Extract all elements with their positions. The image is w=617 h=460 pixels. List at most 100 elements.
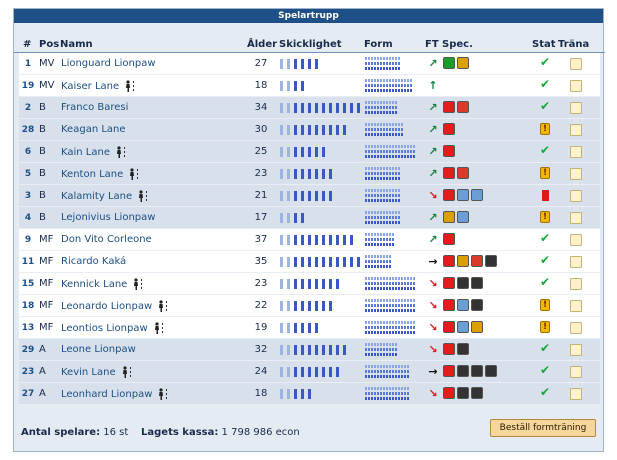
player-name-link[interactable]: Kalamity Lane [61,191,133,202]
player-position: MF [39,278,54,289]
status-indicator: ! [535,166,555,182]
skill-segment [308,345,311,355]
skill-segment [343,213,346,223]
player-position: B [39,168,46,179]
skill-segment [315,345,318,355]
skill-segment [280,147,283,157]
specialty-icon [443,145,455,157]
player-name-cell[interactable]: Kain Lane [61,146,211,158]
player-age: 22 [254,300,268,311]
player-name-cell[interactable]: Franco Baresi [61,102,211,114]
train-checkbox[interactable] [570,190,582,202]
train-checkbox[interactable] [570,300,582,312]
skill-segment [343,257,346,267]
skill-segment [280,389,283,399]
player-name-cell[interactable]: Ricardo Kaká [61,256,211,268]
skill-segment [336,147,339,157]
skill-segment [287,345,290,355]
player-name-cell[interactable]: Kaiser Lane [61,80,211,92]
skill-segment [336,103,339,113]
train-checkbox[interactable] [570,146,582,158]
player-name-cell[interactable]: Leone Lionpaw [61,344,211,356]
train-checkbox[interactable] [570,58,582,70]
specialty-icon [443,167,455,179]
player-name-link[interactable]: Ricardo Kaká [61,256,127,267]
train-checkbox[interactable] [570,388,582,400]
skill-segment [308,367,311,377]
status-indicator: ✔ [535,386,555,402]
skill-segment [294,389,297,399]
player-name-link[interactable]: Lionguard Lionpaw [61,58,156,69]
train-checkbox[interactable] [570,124,582,136]
skill-segment [343,81,346,91]
skill-segment [287,279,290,289]
skill-segment [287,257,290,267]
form-trend-icon: ↗ [428,57,438,70]
player-name-link[interactable]: Leonardo Lionpaw [61,301,153,312]
skill-segment [357,345,360,355]
specialty-icon [443,365,455,377]
player-number: 15 [21,279,35,289]
skill-segment [287,323,290,333]
player-name-cell[interactable]: Keagan Lane [61,124,211,136]
skill-segment [315,103,318,113]
skill-segment [280,301,283,311]
skill-segment [343,103,346,113]
skill-segment [322,191,325,201]
skill-segment [315,213,318,223]
train-checkbox[interactable] [570,344,582,356]
skill-segment [336,235,339,245]
player-name-link[interactable]: Lejonivius Lionpaw [61,212,156,223]
player-name-link[interactable]: Don Vito Corleone [61,234,152,245]
player-name-link[interactable]: Leontios Lionpaw [61,323,148,334]
train-checkbox[interactable] [570,102,582,114]
player-name-cell[interactable]: Lionguard Lionpaw [61,58,211,70]
table-row: 11 MF Ricardo Kaká 35 → ✔ [19,251,600,273]
player-name-link[interactable]: Keagan Lane [61,124,126,135]
player-name-cell[interactable]: Kalamity Lane [61,190,211,202]
table-header: # Pos Namn Ålder Skicklighet Form FT Spe… [14,37,605,53]
skill-segment [294,301,297,311]
player-name-cell[interactable]: Kennick Lane [61,278,211,290]
player-name-link[interactable]: Kain Lane [61,147,110,158]
player-name-link[interactable]: Kennick Lane [61,279,128,290]
player-name-cell[interactable]: Leontios Lionpaw [61,322,211,334]
skill-segment [329,389,332,399]
player-name-cell[interactable]: Don Vito Corleone [61,234,211,246]
player-name-link[interactable]: Leonhard Lionpaw [61,389,153,400]
skill-segment [280,323,283,333]
skill-segment [301,103,304,113]
train-checkbox[interactable] [570,366,582,378]
train-checkbox[interactable] [570,168,582,180]
player-name-cell[interactable]: Kenton Lane [61,168,211,180]
train-checkbox[interactable] [570,278,582,290]
train-checkbox[interactable] [570,212,582,224]
player-number: 29 [21,345,35,355]
player-name-cell[interactable]: Lejonivius Lionpaw [61,212,211,224]
train-checkbox[interactable] [570,80,582,92]
player-name-link[interactable]: Kevin Lane [61,367,116,378]
specialty-icon [457,57,469,69]
player-name-cell[interactable]: Leonardo Lionpaw [61,300,211,312]
status-indicator: ! [535,122,555,138]
player-name-link[interactable]: Leone Lionpaw [61,344,136,355]
train-checkbox[interactable] [570,256,582,268]
warning-icon: ! [540,211,550,223]
skill-segment [336,389,339,399]
player-name-cell[interactable]: Leonhard Lionpaw [61,388,211,400]
specialty-icon [457,321,469,333]
skill-segment [336,301,339,311]
player-name-cell[interactable]: Kevin Lane [61,366,211,378]
player-name-link[interactable]: Franco Baresi [61,102,129,113]
train-checkbox[interactable] [570,322,582,334]
table-row: 5 B Kenton Lane 23 ↗! [19,163,600,185]
skill-segment [357,103,360,113]
player-name-link[interactable]: Kaiser Lane [61,81,120,92]
player-name-link[interactable]: Kenton Lane [61,169,124,180]
train-checkbox[interactable] [570,234,582,246]
skill-segment [350,235,353,245]
order-form-training-button[interactable]: Beställ formträning [490,419,596,437]
skill-segment [329,345,332,355]
skill-segment [357,125,360,135]
skill-segment [329,323,332,333]
